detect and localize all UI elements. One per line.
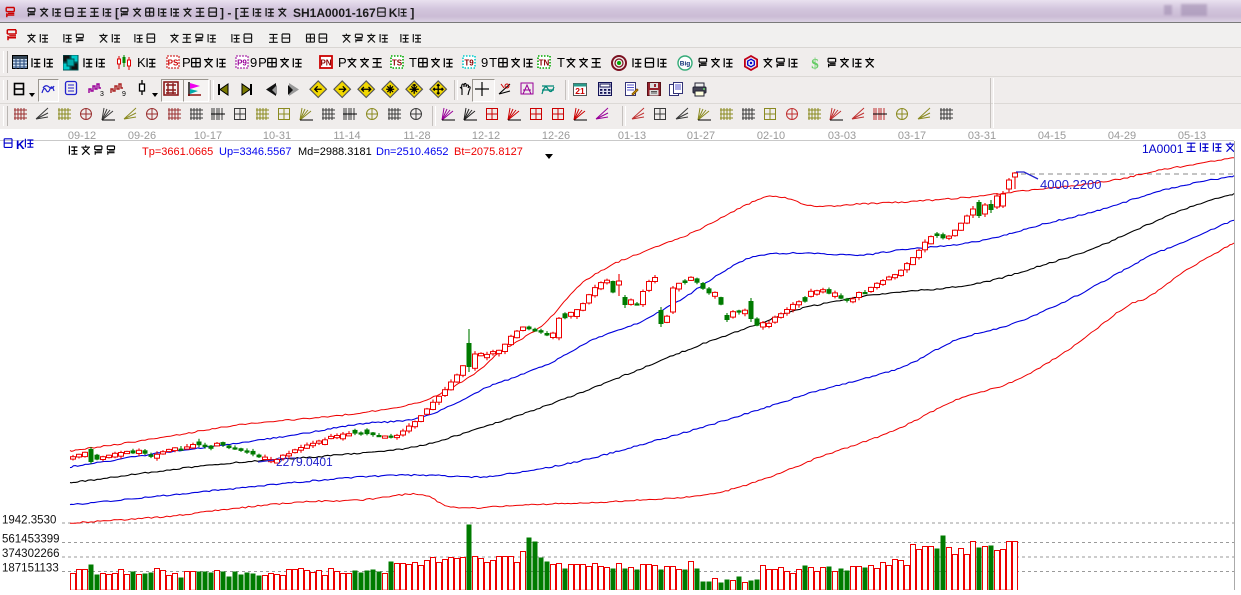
svg-text:02-10: 02-10 bbox=[757, 130, 785, 142]
svg-text:09-26: 09-26 bbox=[128, 130, 156, 142]
svg-text:T: T bbox=[489, 56, 497, 70]
svg-text:2279.0401: 2279.0401 bbox=[276, 455, 333, 469]
svg-text:P: P bbox=[338, 56, 347, 70]
svg-text:01-13: 01-13 bbox=[618, 130, 646, 142]
svg-text:374302266: 374302266 bbox=[2, 548, 60, 560]
svg-text:PN: PN bbox=[320, 59, 331, 68]
svg-text:P9: P9 bbox=[237, 59, 247, 68]
svg-text:03-31: 03-31 bbox=[968, 130, 996, 142]
svg-text:10-17: 10-17 bbox=[194, 130, 222, 142]
svg-text:P: P bbox=[182, 56, 191, 70]
svg-text:1A0001: 1A0001 bbox=[1142, 142, 1184, 156]
svg-text:1942.3530: 1942.3530 bbox=[2, 515, 56, 527]
svg-text:Big: Big bbox=[680, 61, 691, 68]
svg-text:11-14: 11-14 bbox=[333, 130, 360, 142]
svg-text:T: T bbox=[557, 56, 565, 70]
svg-text:187151133: 187151133 bbox=[2, 563, 59, 575]
svg-text:4000.2200: 4000.2200 bbox=[1040, 177, 1101, 192]
svg-text:11-28: 11-28 bbox=[403, 130, 430, 142]
svg-text:04-15: 04-15 bbox=[1038, 130, 1066, 142]
svg-text:$: $ bbox=[811, 57, 819, 72]
svg-text:12-26: 12-26 bbox=[542, 130, 570, 142]
svg-text:PS: PS bbox=[168, 59, 179, 68]
svg-text:561453399: 561453399 bbox=[2, 534, 60, 546]
svg-text:21: 21 bbox=[575, 86, 585, 96]
svg-text:P: P bbox=[258, 56, 267, 70]
svg-text:9: 9 bbox=[122, 91, 126, 97]
svg-text:09-12: 09-12 bbox=[68, 130, 96, 142]
svg-text:01-27: 01-27 bbox=[687, 130, 715, 142]
svg-text:04-29: 04-29 bbox=[1108, 130, 1136, 142]
svg-text:Md=2988.3181: Md=2988.3181 bbox=[298, 146, 372, 158]
svg-text:Bt=2075.8127: Bt=2075.8127 bbox=[454, 146, 523, 158]
svg-text:9: 9 bbox=[250, 56, 257, 70]
svg-text:3: 3 bbox=[100, 91, 104, 97]
svg-text:K: K bbox=[137, 56, 146, 70]
svg-text:TN: TN bbox=[539, 59, 550, 68]
svg-text:Up=3346.5567: Up=3346.5567 bbox=[219, 146, 291, 158]
svg-text:03-17: 03-17 bbox=[898, 130, 926, 142]
svg-text:12-12: 12-12 bbox=[472, 130, 500, 142]
svg-text:K: K bbox=[16, 138, 25, 152]
svg-text:Dn=2510.4652: Dn=2510.4652 bbox=[376, 146, 448, 158]
svg-text:05-13: 05-13 bbox=[1178, 130, 1206, 142]
svg-text:9: 9 bbox=[481, 56, 488, 70]
svg-text:Tp=3661.0665: Tp=3661.0665 bbox=[142, 146, 213, 158]
svg-text:T9: T9 bbox=[464, 59, 474, 68]
svg-text:TS: TS bbox=[392, 59, 403, 68]
svg-text:10-31: 10-31 bbox=[263, 130, 291, 142]
svg-text:T: T bbox=[409, 56, 417, 70]
svg-text:03-03: 03-03 bbox=[828, 130, 856, 142]
